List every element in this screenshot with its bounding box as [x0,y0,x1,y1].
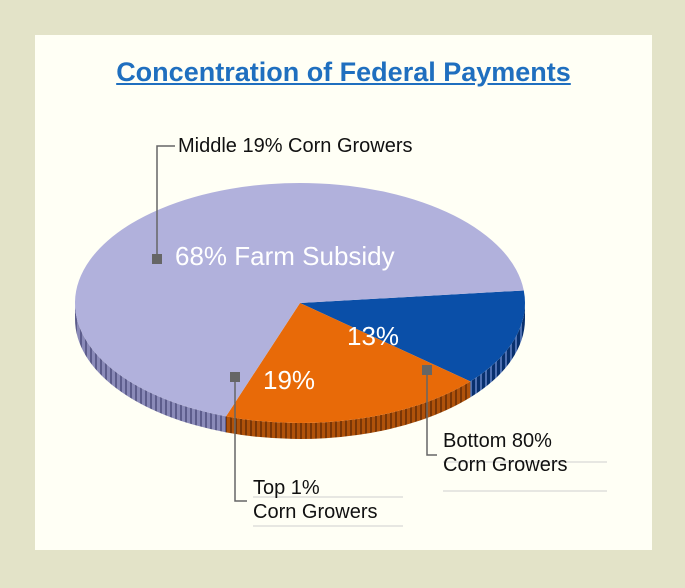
leader-lines [152,145,607,527]
leader-marker-middle [152,254,162,264]
slice-middle-19-side [75,303,227,433]
callout-top-line-1: Top 1% [253,477,320,499]
callout-bottom-line-2: Corn Growers [443,454,568,476]
slice-bottom-80 [300,290,525,382]
chart-panel: Concentration of Federal Payments Middle… [35,35,652,550]
slice-middle-19 [74,183,524,417]
callout-top-label: Top 1% Corn Growers [253,476,377,524]
slice-top-1-side [226,381,471,439]
leader-line-middle [156,145,175,259]
pie-chart [74,145,607,527]
slice-value-label-middle: 68% Farm Subsidy [175,241,395,271]
callout-bottom-label: Bottom 80% Corn Growers [443,429,567,477]
leader-marker-bottom [422,365,432,375]
callout-middle-line-1: Middle 19% Corn Growers [178,135,413,157]
leader-line-top [234,377,247,502]
leader-line-bottom [426,372,437,456]
slice-bottom-80-side [470,303,525,398]
slice-top-1 [226,303,471,423]
callout-middle-label: Middle 19% Corn Growers [178,134,413,158]
leader-marker-top [230,372,240,382]
callout-top-line-2: Corn Growers [253,501,378,523]
pie-side [75,303,525,439]
slice-value-label-top: 19% [263,365,316,395]
slice-value-label-bottom: 13% [347,321,400,351]
callout-bottom-line-1: Bottom 80% [443,430,552,452]
pie-top [74,183,525,423]
chart-title: Concentration of Federal Payments [116,57,571,87]
